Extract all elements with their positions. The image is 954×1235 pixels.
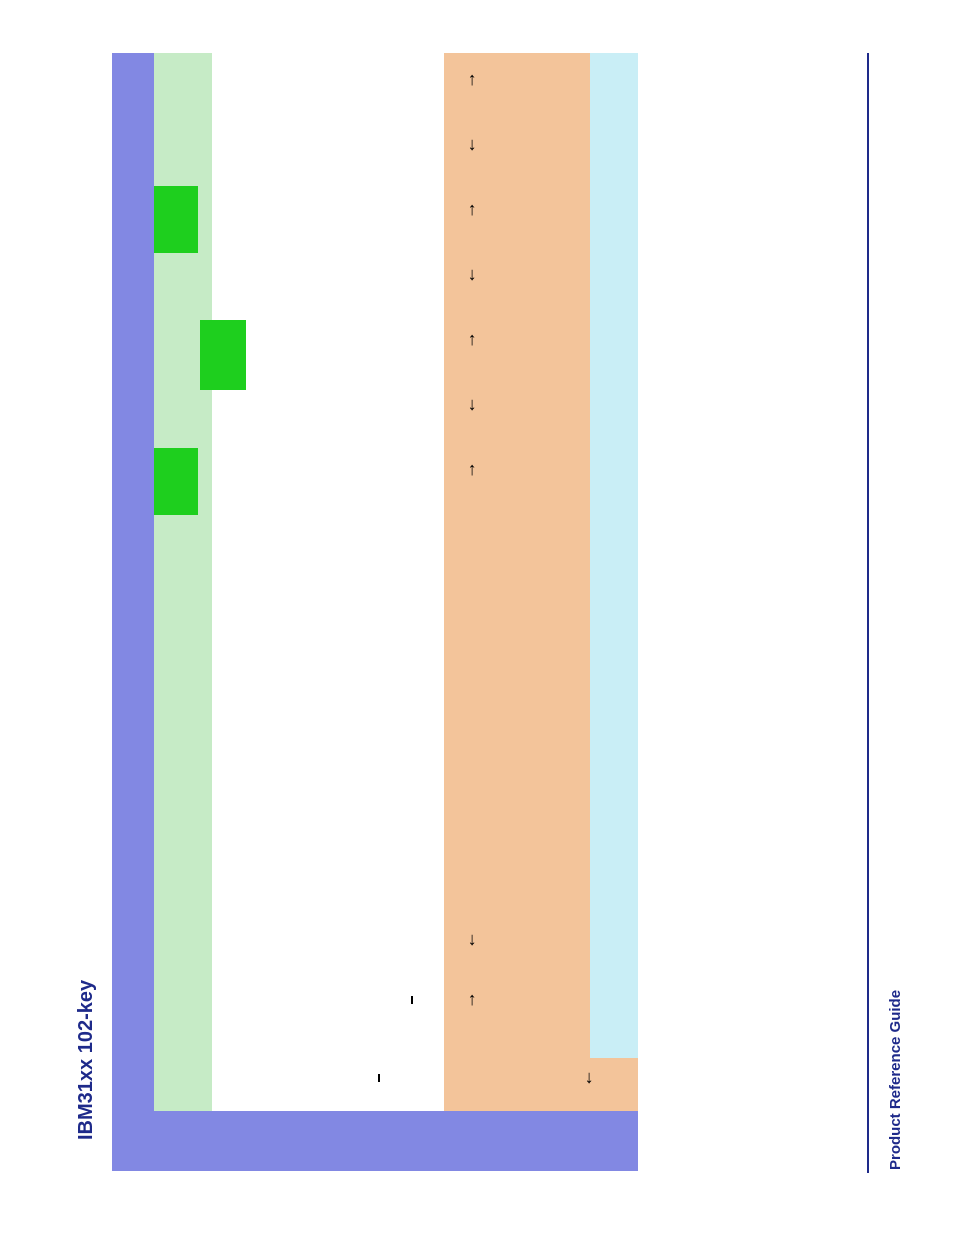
footer-title: Product Reference Guide <box>887 990 904 1170</box>
document-page: IBM31xx 102-key Product Reference Guide … <box>0 0 954 1235</box>
arrow-icon-6: → <box>460 455 480 485</box>
arrow-icon-2: → <box>460 195 480 225</box>
page-title: IBM31xx 102-key <box>75 980 98 1140</box>
green-key-2 <box>154 448 198 515</box>
white-band <box>212 53 444 1111</box>
cyan-band <box>590 53 638 1058</box>
arrow-icon-4: → <box>460 325 480 355</box>
green-key-0 <box>154 186 198 253</box>
green-key-1 <box>200 320 246 390</box>
arrow-icon-1: ← <box>460 130 480 160</box>
tick-mark-1 <box>378 1074 380 1082</box>
arrow-icon-5: ← <box>460 390 480 420</box>
footer-rule <box>867 53 869 1173</box>
arrow-icon-7: ← <box>460 925 480 955</box>
arrow-icon-3: ← <box>460 260 480 290</box>
orange-corner <box>590 1058 638 1111</box>
arrow-icon-9: ← <box>577 1063 597 1093</box>
tick-mark-0 <box>411 996 413 1004</box>
arrow-icon-0: → <box>460 65 480 95</box>
arrow-icon-8: → <box>460 985 480 1015</box>
